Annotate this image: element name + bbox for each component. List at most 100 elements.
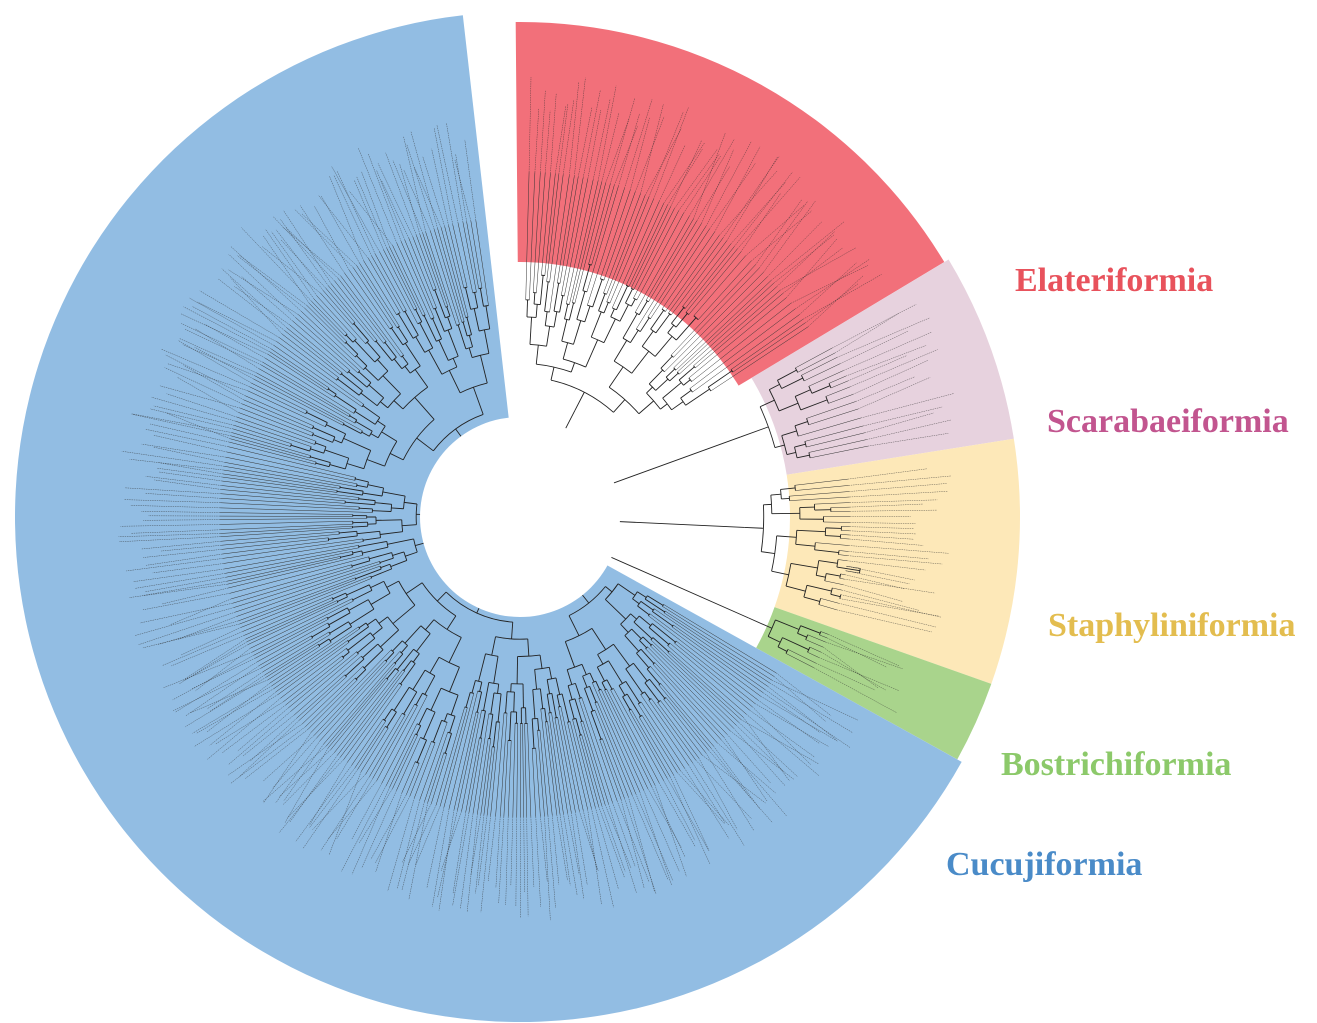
tip-label <box>530 816 535 887</box>
leaf-branch <box>257 622 328 663</box>
internal-branch <box>776 535 797 538</box>
internal-branch <box>452 358 458 368</box>
internal-branch <box>806 584 832 592</box>
internal-branch <box>644 691 651 700</box>
tip-label <box>402 803 432 863</box>
leaf-branch <box>220 507 373 513</box>
internal-branch <box>537 718 540 731</box>
tip-label <box>782 247 843 294</box>
tip-label <box>765 689 851 748</box>
tip-label <box>698 757 738 830</box>
tip-label <box>230 277 283 335</box>
leaf-branch <box>221 533 340 546</box>
tip-label <box>130 505 221 509</box>
internal-branch <box>326 424 346 435</box>
internal-branch <box>531 718 535 749</box>
leaf-branch <box>806 432 865 448</box>
internal-branch <box>564 641 576 668</box>
internal-arc <box>794 367 799 373</box>
internal-branch <box>310 456 331 464</box>
internal-branch <box>468 347 473 358</box>
leaf-branch <box>650 666 718 744</box>
leaf-branch <box>252 600 354 653</box>
internal-branch <box>707 370 733 388</box>
tip-label <box>121 451 225 467</box>
tip-label <box>276 229 324 291</box>
tip-label <box>146 553 223 566</box>
leaf-branch <box>381 695 428 784</box>
leaf-branch <box>682 243 732 307</box>
tip-label <box>635 793 674 881</box>
tip-label <box>849 522 916 524</box>
tip-label <box>309 762 348 826</box>
tip-label <box>249 717 298 762</box>
leaf-branch <box>237 416 315 445</box>
leaf-branch <box>340 670 405 758</box>
leaf-branch <box>400 241 435 318</box>
internal-arc <box>478 287 483 290</box>
internal-branch <box>796 529 826 533</box>
internal-arc <box>566 303 570 305</box>
label-staphyliniformia: Staphyliniformia <box>1048 607 1296 644</box>
internal-branch <box>311 626 331 638</box>
internal-branch <box>493 656 499 684</box>
internal-branch <box>333 439 342 444</box>
leaf-branch <box>331 283 378 341</box>
leaf-branch <box>255 375 345 424</box>
tip-label <box>375 792 403 873</box>
internal-branch <box>384 342 397 358</box>
leaf-branch <box>337 669 404 756</box>
tip-label <box>218 278 285 331</box>
leaf-branch <box>452 224 468 288</box>
internal-branch <box>450 694 459 716</box>
leaf-branch <box>347 684 403 763</box>
internal-branch <box>585 339 599 368</box>
tip-label <box>505 816 509 905</box>
leaf-branch <box>461 710 482 812</box>
leaf-branch <box>475 220 489 306</box>
tip-label <box>722 156 780 239</box>
tip-label <box>377 163 413 237</box>
internal-arc <box>660 367 665 373</box>
tip-label <box>351 783 382 840</box>
tip-label <box>446 122 464 223</box>
internal-branch <box>638 615 652 626</box>
leaf-branch <box>351 718 384 766</box>
leaf-branch <box>242 403 314 434</box>
internal-branch <box>312 427 336 438</box>
internal-branch <box>546 326 551 347</box>
tip-label <box>597 85 617 181</box>
tip-label <box>119 536 221 542</box>
internal-branch <box>366 459 385 467</box>
leaf-branch <box>240 575 371 628</box>
internal-branch <box>511 622 514 639</box>
internal-arc <box>445 315 451 319</box>
internal-arc <box>488 713 493 715</box>
leaf-branch <box>640 701 685 769</box>
internal-arc <box>608 386 640 415</box>
tip-label <box>392 160 423 234</box>
tip-label <box>475 814 485 894</box>
leaf-branch <box>537 730 545 817</box>
internal-arc <box>534 666 550 670</box>
leaf-branch <box>567 722 588 810</box>
leaf-branch <box>227 451 355 481</box>
internal-arc <box>341 433 347 444</box>
tip-label <box>730 730 795 780</box>
internal-branch <box>539 654 543 669</box>
leaf-branch <box>223 541 364 564</box>
leaf-branch <box>320 292 366 344</box>
leaf-branch <box>220 527 353 537</box>
internal-arc <box>805 634 809 640</box>
leaf-branch <box>259 635 312 666</box>
internal-arc <box>674 640 677 644</box>
tip-label <box>842 584 904 602</box>
internal-arc <box>553 310 560 313</box>
leaf-branch <box>819 634 828 639</box>
leaf-branch <box>277 642 350 695</box>
internal-arc <box>544 310 550 313</box>
internal-arc <box>526 316 537 318</box>
leaf-branch <box>221 537 329 550</box>
internal-branch <box>416 739 427 763</box>
internal-arc <box>634 311 640 316</box>
